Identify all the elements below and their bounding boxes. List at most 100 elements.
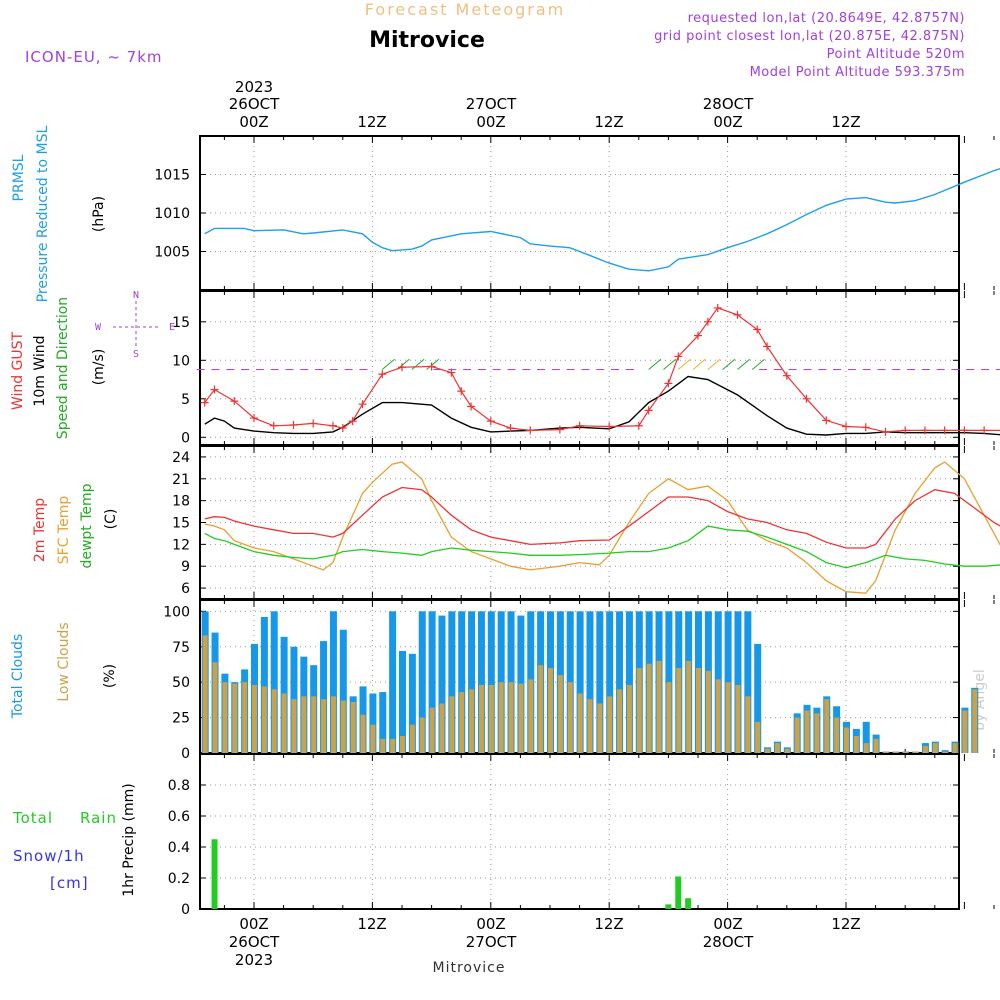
top-date-label: 26OCT — [229, 95, 280, 113]
wind-gust-marker — [881, 427, 890, 436]
total-clouds-bar — [576, 611, 584, 753]
wind-10m-line — [204, 375, 1000, 436]
wind-gust-marker — [763, 342, 772, 351]
precip-panel: 0 0.2 0.4 0.6 0.8 — [168, 753, 995, 918]
wind-gust-marker — [348, 417, 357, 426]
precip-ytick-label: 0.2 — [168, 871, 190, 887]
total-clouds-bar — [625, 611, 633, 753]
point-altitude: Point Altitude 520m — [827, 47, 965, 62]
temp-ytick-label: 18 — [172, 494, 190, 510]
low-clouds-bar — [291, 699, 297, 753]
low-clouds-bar — [715, 679, 721, 753]
pressure-sub-label: Pressure Reduced to MSL — [35, 125, 51, 302]
wind-gust-marker — [713, 303, 722, 312]
total-clouds-bar — [487, 611, 495, 753]
low-clouds-bar — [528, 679, 534, 753]
bottom-date-label: 26OCT — [229, 933, 280, 951]
low-clouds-bar — [478, 685, 484, 753]
low-clouds-bar — [853, 736, 859, 753]
temp-ytick-label: 21 — [172, 472, 190, 488]
bottom-hour-label: 00Z — [476, 915, 505, 933]
total-clouds-bar — [438, 615, 446, 753]
low-clouds-bar — [459, 692, 465, 753]
low-clouds-bar — [340, 700, 346, 753]
clouds-ytick-label: 50 — [172, 675, 190, 691]
low-clouds-bar — [873, 738, 879, 753]
total-clouds-bar — [320, 641, 328, 753]
low-clouds-bar — [498, 682, 504, 753]
total-clouds-bar — [606, 611, 614, 753]
low-clouds-bar — [626, 685, 632, 753]
low-clouds-bar — [321, 699, 327, 753]
low-clouds-bar — [390, 738, 396, 753]
wind-gust-marker — [200, 398, 209, 407]
wind-gust-marker — [269, 421, 278, 430]
top-hour-label: 00Z — [713, 113, 742, 131]
precip-ytick-label: 0.6 — [168, 809, 190, 825]
rain-bar — [675, 876, 682, 909]
wind-gust-marker — [920, 426, 929, 435]
low-clouds-bar — [597, 703, 603, 753]
low-clouds-bar — [261, 686, 267, 753]
low-clouds-bar — [271, 689, 277, 753]
low-clouds-bar — [765, 748, 771, 753]
low-clouds-label: Low Clouds — [56, 622, 72, 701]
total-clouds-bar — [497, 611, 505, 753]
low-clouds-bar — [794, 717, 800, 753]
low-clouds-bar — [311, 696, 317, 753]
low-clouds-bar — [350, 702, 356, 753]
total-clouds-bar — [586, 611, 594, 753]
precip-frame — [199, 753, 960, 910]
chart-plots: 1005101010150510156912151821240255075100… — [154, 135, 1000, 918]
low-clouds-bar — [903, 751, 909, 753]
pressure-label: PRMSL — [11, 154, 27, 201]
clouds-ytick-label: 75 — [172, 640, 190, 656]
grid-point-coords: grid point closest lon,lat (20.875E, 42.… — [654, 29, 965, 44]
low-clouds-bar — [883, 751, 889, 753]
low-clouds-bar — [488, 685, 494, 753]
wind-direction-arrow — [663, 358, 677, 370]
temp-ytick-label: 6 — [181, 581, 190, 597]
low-clouds-bar — [518, 683, 524, 753]
wind-gust-marker — [644, 406, 653, 415]
model-label: ICON-EU, ~ 7km — [25, 48, 163, 66]
clouds-unit: (%) — [102, 664, 118, 688]
low-clouds-bar — [587, 699, 593, 753]
wind-gust-marker — [427, 362, 436, 371]
low-clouds-bar — [784, 748, 790, 753]
wind-gust-marker — [802, 394, 811, 403]
wind-gust-label: Wind GUST — [10, 331, 26, 410]
total-clouds-bar — [260, 617, 268, 753]
low-clouds-bar — [222, 682, 228, 753]
low-clouds-bar — [409, 724, 415, 753]
low-clouds-bar — [301, 696, 307, 753]
pressure-line — [204, 168, 1000, 272]
wind-gust-marker — [486, 417, 495, 426]
total-clouds-bar — [369, 693, 377, 753]
total-clouds-bar — [754, 643, 762, 753]
low-clouds-bar — [696, 668, 701, 753]
low-clouds-bar — [755, 721, 761, 753]
top-year-label: 2023 — [235, 78, 273, 96]
precip-rain-label: Rain — [80, 809, 117, 827]
wind-direction-arrow — [381, 358, 395, 370]
model-point-altitude: Model Point Altitude 593.375m — [750, 65, 965, 80]
rain-bar — [665, 904, 672, 909]
total-clouds-bar — [329, 611, 337, 753]
wind-gust-marker — [210, 385, 219, 394]
wind-gust-marker — [733, 310, 742, 319]
pressure-ytick-label: 1015 — [154, 168, 190, 184]
wind-gust-marker — [605, 422, 614, 431]
top-date-label: 28OCT — [703, 95, 754, 113]
wind-unit: (m/s) — [91, 349, 107, 386]
total-clouds-bar — [616, 611, 624, 753]
wind-gust-marker — [457, 387, 466, 396]
compass-rose: N W E S — [95, 290, 175, 360]
clouds-ytick-label: 100 — [163, 604, 190, 620]
total-clouds-bar — [596, 611, 604, 753]
wind-direction-arrow — [751, 358, 765, 370]
total-clouds-bar — [734, 611, 742, 753]
wind-panel: 0 5 10 15 — [172, 290, 995, 446]
low-clouds-bar — [636, 668, 642, 753]
total-clouds-bar — [724, 611, 732, 753]
